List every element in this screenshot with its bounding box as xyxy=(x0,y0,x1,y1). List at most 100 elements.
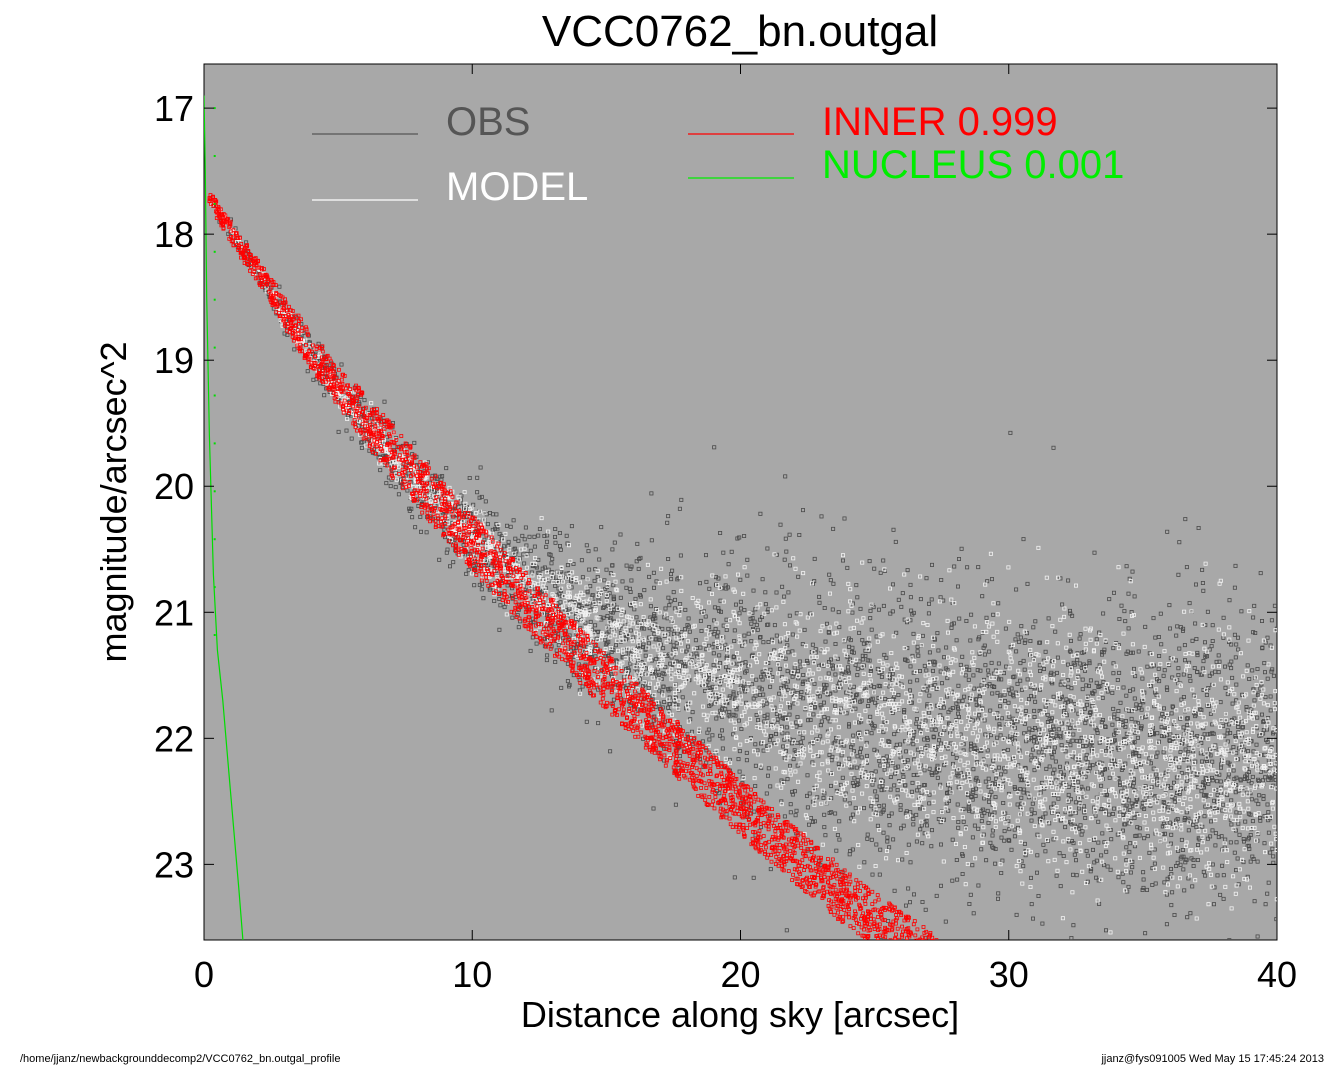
data-point xyxy=(1072,852,1077,857)
data-point xyxy=(1088,710,1093,715)
data-point xyxy=(1124,858,1129,863)
data-point xyxy=(801,508,806,513)
data-point xyxy=(615,659,620,664)
data-point xyxy=(812,556,817,561)
data-point xyxy=(968,892,973,897)
data-point xyxy=(545,653,550,658)
data-point xyxy=(1186,828,1191,833)
data-point xyxy=(1195,650,1200,655)
data-point xyxy=(1200,567,1205,572)
data-point xyxy=(1195,858,1200,863)
data-point xyxy=(1069,936,1074,940)
data-point xyxy=(827,572,832,577)
data-point xyxy=(791,688,796,693)
data-point xyxy=(1043,704,1048,709)
data-point xyxy=(734,707,739,712)
data-point xyxy=(1076,711,1081,716)
data-point xyxy=(1156,666,1161,671)
data-point xyxy=(927,766,932,771)
data-point xyxy=(996,896,1001,901)
data-point xyxy=(674,641,679,646)
data-point xyxy=(931,668,936,673)
data-point xyxy=(1266,880,1271,885)
data-point xyxy=(863,654,868,659)
data-point xyxy=(957,557,962,562)
data-point xyxy=(885,839,890,844)
data-point xyxy=(522,561,527,566)
data-point xyxy=(1215,779,1220,784)
data-point xyxy=(1258,818,1263,823)
data-point xyxy=(766,640,771,645)
data-point xyxy=(1001,749,1006,754)
data-point xyxy=(888,611,893,616)
data-point xyxy=(1008,645,1013,650)
data-point xyxy=(534,641,539,646)
data-point xyxy=(751,626,756,631)
data-point xyxy=(766,661,771,666)
data-point xyxy=(999,677,1004,682)
data-point xyxy=(835,656,840,661)
data-point xyxy=(788,810,793,815)
data-point xyxy=(944,645,949,650)
data-point xyxy=(479,494,484,499)
data-point xyxy=(1272,603,1277,608)
data-point xyxy=(1063,701,1068,706)
data-point xyxy=(1061,854,1066,859)
data-point xyxy=(878,847,883,852)
data-point xyxy=(1066,662,1071,667)
data-point xyxy=(842,516,847,521)
data-point xyxy=(1161,673,1166,678)
data-point xyxy=(1167,738,1172,743)
data-point xyxy=(807,791,812,796)
data-point xyxy=(833,703,838,708)
data-point xyxy=(1053,759,1058,764)
data-point xyxy=(999,871,1004,876)
data-point xyxy=(1196,843,1201,848)
data-point xyxy=(986,820,991,825)
data-point xyxy=(886,698,891,703)
data-point xyxy=(1234,642,1239,647)
data-point xyxy=(909,700,914,705)
data-point xyxy=(1208,834,1213,839)
data-point xyxy=(955,802,960,807)
data-point xyxy=(729,549,734,554)
data-point xyxy=(1022,667,1027,672)
data-point xyxy=(805,793,810,798)
data-point xyxy=(1041,842,1046,847)
data-point xyxy=(1014,649,1019,654)
data-point xyxy=(638,555,643,560)
data-point xyxy=(964,664,969,669)
data-point xyxy=(349,436,354,441)
data-point xyxy=(777,691,782,696)
data-point xyxy=(987,799,992,804)
data-point xyxy=(1147,850,1152,855)
data-point xyxy=(973,745,978,750)
data-point xyxy=(277,284,282,289)
data-point xyxy=(1210,828,1215,833)
data-point xyxy=(1234,868,1239,873)
data-point xyxy=(724,665,729,670)
data-point xyxy=(732,654,737,659)
data-point xyxy=(1244,705,1249,710)
data-point xyxy=(388,484,393,489)
data-point xyxy=(628,628,633,633)
data-point xyxy=(892,783,897,788)
data-point xyxy=(1232,850,1237,855)
data-point xyxy=(1155,750,1160,755)
data-point xyxy=(475,475,480,480)
data-point xyxy=(1242,777,1247,782)
data-point xyxy=(1116,875,1121,880)
data-point xyxy=(929,597,934,602)
data-point xyxy=(1032,811,1037,816)
data-point xyxy=(603,637,608,642)
data-point xyxy=(1227,639,1232,644)
data-point xyxy=(854,583,859,588)
data-point xyxy=(1247,677,1252,682)
data-point xyxy=(666,557,671,562)
data-point xyxy=(818,734,823,739)
data-point xyxy=(1031,916,1036,921)
data-point xyxy=(1117,670,1122,675)
data-point xyxy=(662,672,667,677)
data-point xyxy=(1212,885,1217,890)
